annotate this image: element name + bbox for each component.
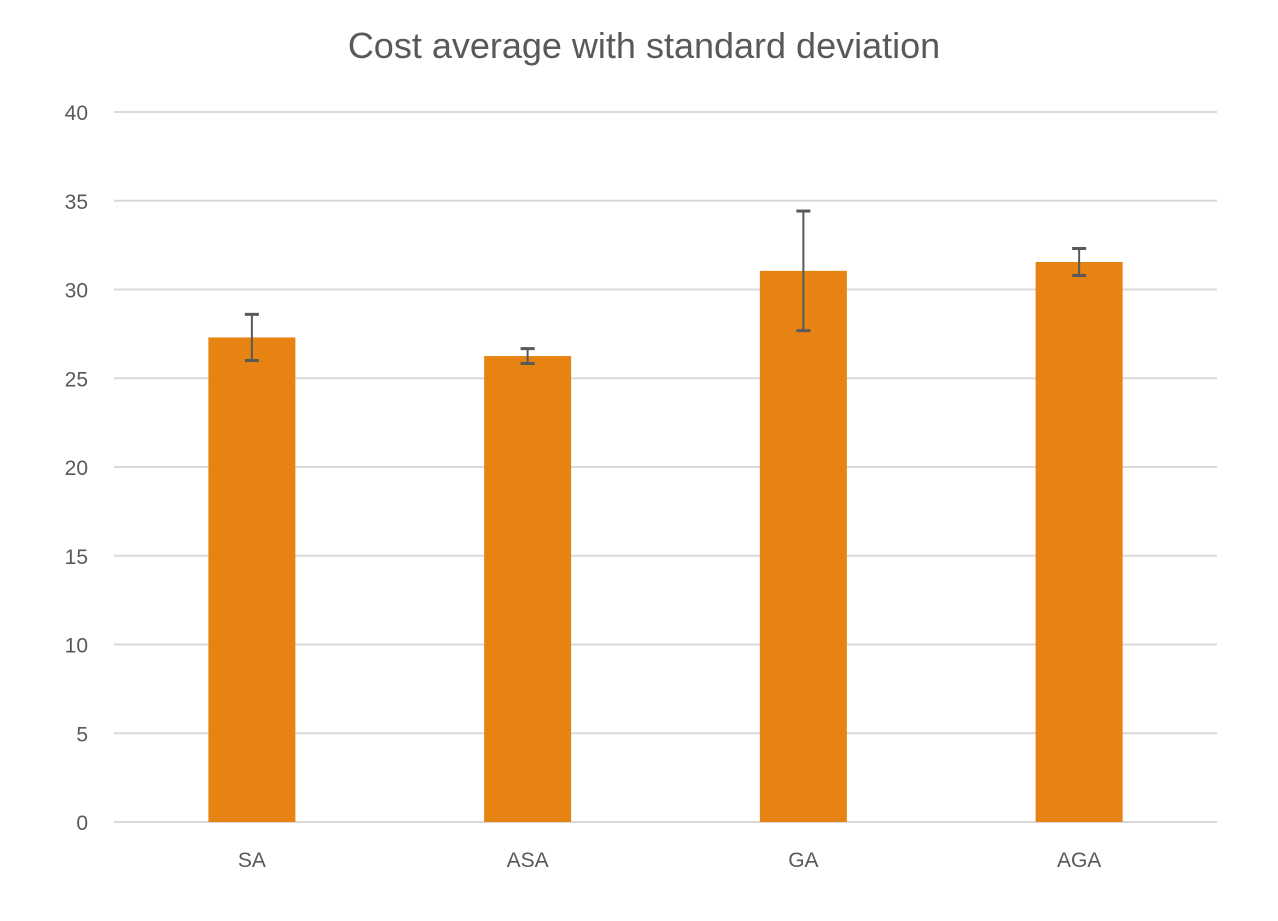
x-tick-label: GA — [788, 849, 818, 872]
y-tick-label: 25 — [65, 368, 88, 391]
y-tick-label: 30 — [65, 280, 88, 303]
y-tick-label: 40 — [65, 102, 88, 125]
y-tick-label: 0 — [76, 812, 88, 835]
y-tick-label: 5 — [76, 723, 88, 746]
y-tick-label: 35 — [65, 191, 88, 214]
x-tick-label: SA — [238, 849, 266, 872]
y-tick-label: 15 — [65, 546, 88, 569]
x-tick-label: ASA — [507, 849, 549, 872]
y-tick-label: 10 — [65, 635, 88, 658]
bar-sa — [208, 337, 296, 822]
x-tick-label: AGA — [1057, 849, 1101, 872]
y-tick-label: 20 — [65, 457, 88, 480]
bar-ga — [759, 270, 847, 822]
bar-asa — [484, 356, 572, 822]
chart-title: Cost average with standard deviation — [348, 25, 940, 66]
bar-aga — [1035, 261, 1123, 822]
